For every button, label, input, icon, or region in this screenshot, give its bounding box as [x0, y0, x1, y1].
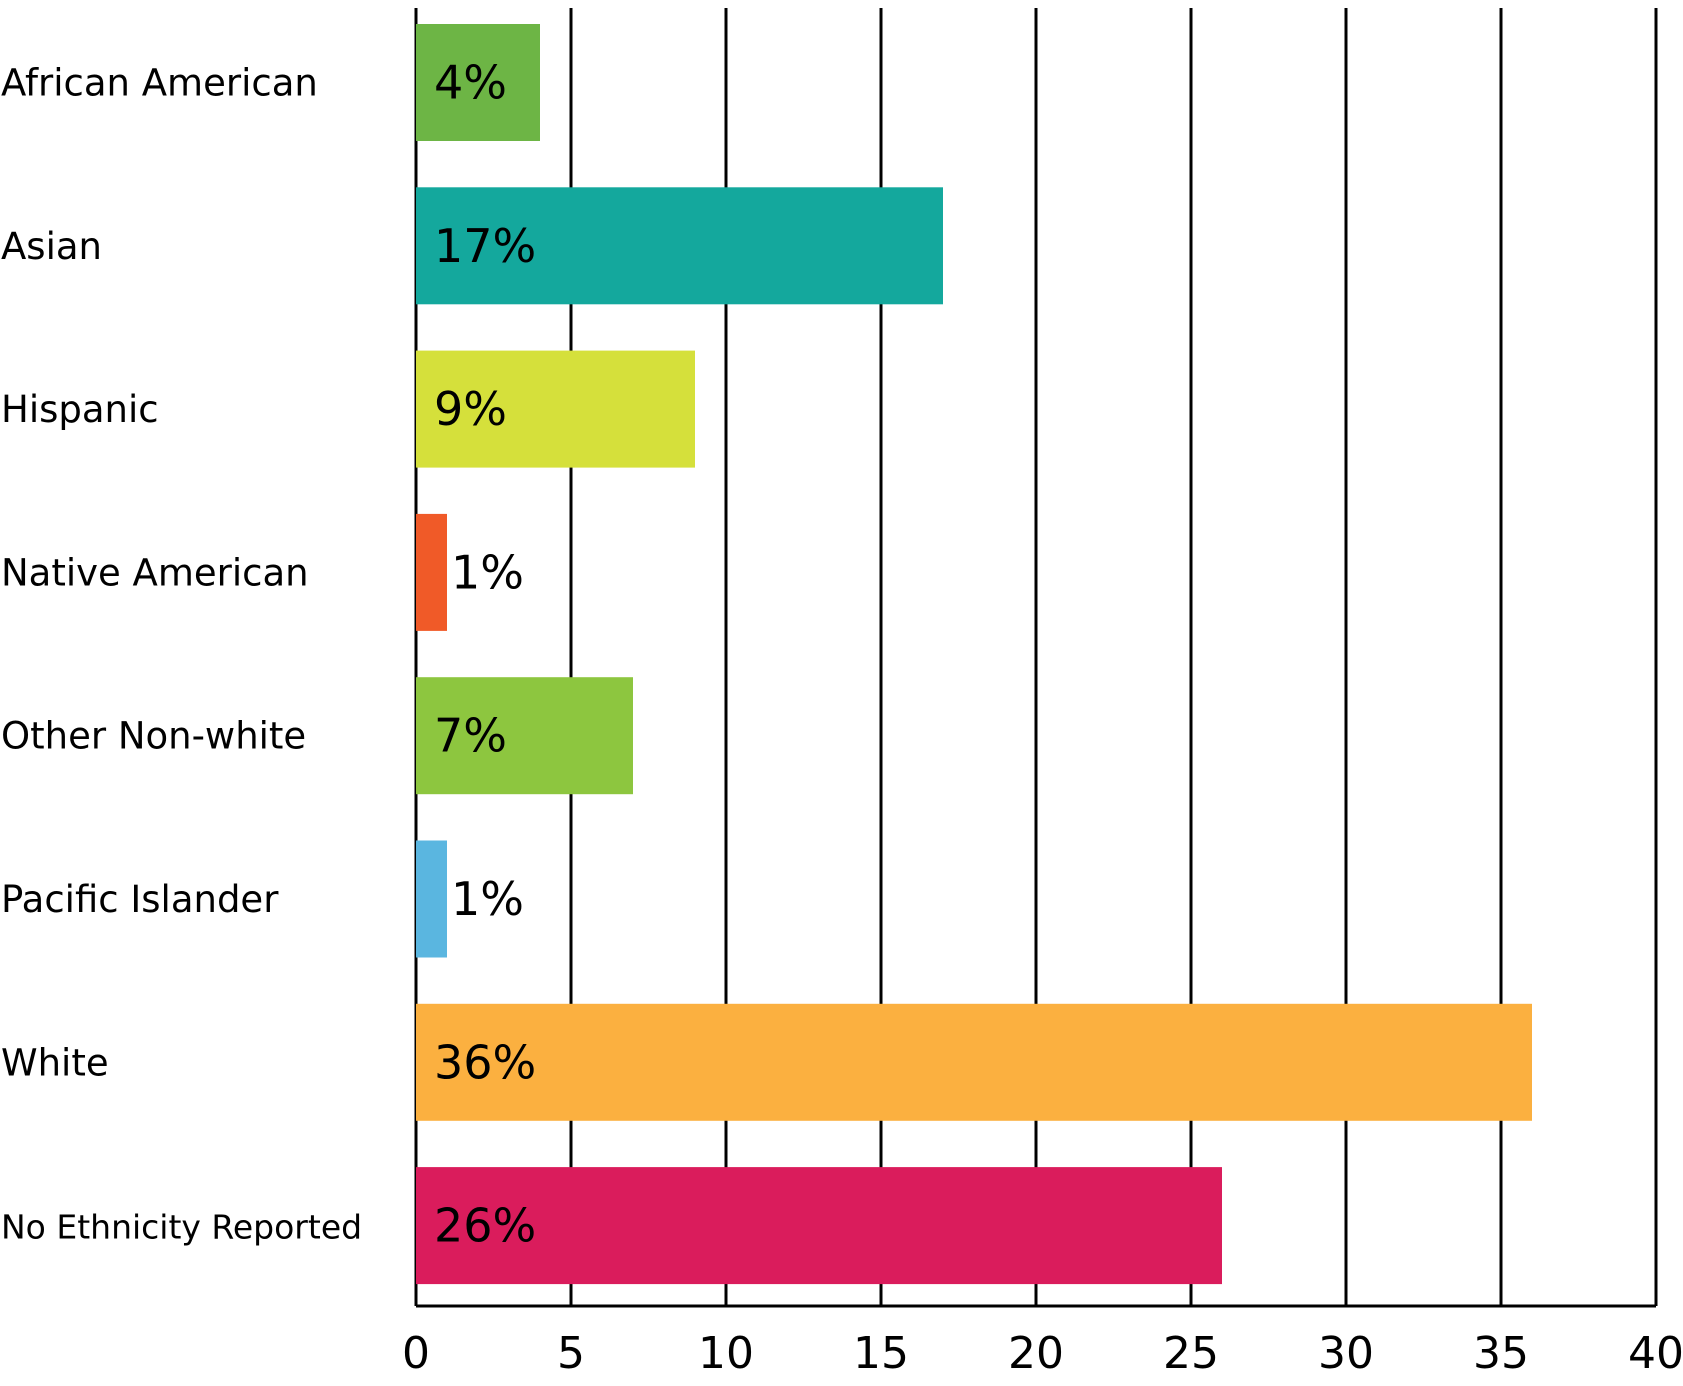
bar [416, 840, 447, 958]
x-tick-label: 35 [1473, 1328, 1529, 1379]
bar [416, 350, 695, 468]
bar [416, 513, 447, 631]
x-tick-label: 20 [1008, 1328, 1064, 1379]
category-label: Asian [1, 225, 102, 268]
bar [416, 24, 540, 141]
category-label: No Ethnicity Reported [1, 1208, 362, 1247]
category-label: African American [1, 62, 318, 105]
x-tick-label: 5 [557, 1328, 585, 1379]
data-label: 9% [434, 382, 507, 436]
data-label: 1% [451, 872, 524, 926]
category-labels: African American Asian Hispanic Native Amer… [1, 62, 362, 1247]
x-tick-label: 25 [1163, 1328, 1219, 1379]
bar [416, 677, 633, 795]
data-label: 17% [434, 219, 536, 273]
data-label: 1% [451, 545, 524, 599]
data-label: 26% [434, 1199, 536, 1253]
data-label: 4% [434, 56, 507, 110]
bars [416, 24, 1532, 1285]
bar [416, 187, 943, 305]
bar [416, 1167, 1222, 1285]
data-label: 7% [434, 709, 507, 763]
category-label: Hispanic [1, 388, 159, 431]
category-label: White [1, 1041, 109, 1084]
x-tick-label: 15 [853, 1328, 909, 1379]
x-tick-label: 30 [1318, 1328, 1374, 1379]
bar [416, 1003, 1532, 1121]
x-tick-label: 10 [698, 1328, 754, 1379]
data-label: 36% [434, 1035, 536, 1089]
category-label: Other Non-white [1, 715, 306, 758]
x-tick-label: 0 [402, 1328, 430, 1379]
data-labels: 4% 17% 9% 1% 7% 1% 36% 26% [434, 56, 536, 1253]
tick-labels: 0 5 10 15 20 25 30 35 40 [402, 1328, 1683, 1379]
category-label: Pacific Islander [1, 878, 279, 921]
x-tick-label: 40 [1628, 1328, 1683, 1379]
category-label: Native American [1, 551, 309, 594]
